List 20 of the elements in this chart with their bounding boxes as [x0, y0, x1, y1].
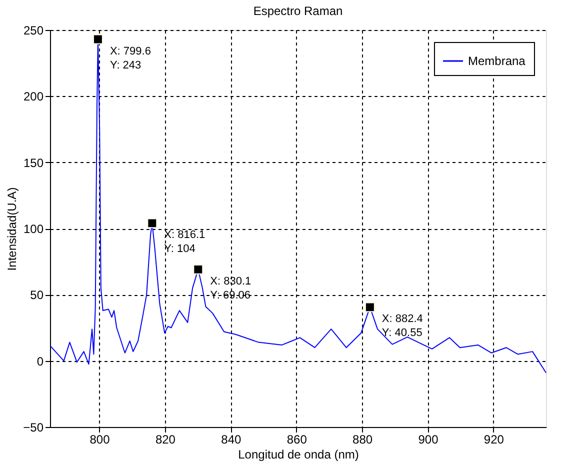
- x-tick-label: 880: [352, 432, 373, 446]
- y-tick-label: 150: [23, 156, 44, 170]
- x-axis-title: Longitud de onda (nm): [238, 448, 359, 462]
- legend-label: Membrana: [468, 54, 526, 68]
- x-tick-label: 860: [286, 432, 308, 446]
- y-tick-label: 250: [23, 24, 44, 38]
- y-tick-label: −50: [23, 420, 44, 434]
- y-tick-label: 100: [23, 222, 44, 236]
- y-tick-label: 200: [23, 90, 44, 104]
- x-tick-label: 920: [484, 432, 504, 446]
- annotation: X: 882.4 Y: 40.55: [382, 313, 423, 340]
- annotation: X: 799.6 Y: 243: [110, 45, 151, 72]
- x-tick-label: 820: [155, 432, 176, 446]
- y-axis-title: Intensidad(U.A): [5, 187, 20, 271]
- y-tick-label: 50: [30, 288, 44, 302]
- x-tick-label: 840: [221, 432, 242, 446]
- y-tick-label: 0: [36, 354, 44, 368]
- x-tick-label: 900: [418, 432, 439, 446]
- chart-title: Espectro Raman: [253, 4, 343, 18]
- x-tick-label: 800: [90, 432, 110, 446]
